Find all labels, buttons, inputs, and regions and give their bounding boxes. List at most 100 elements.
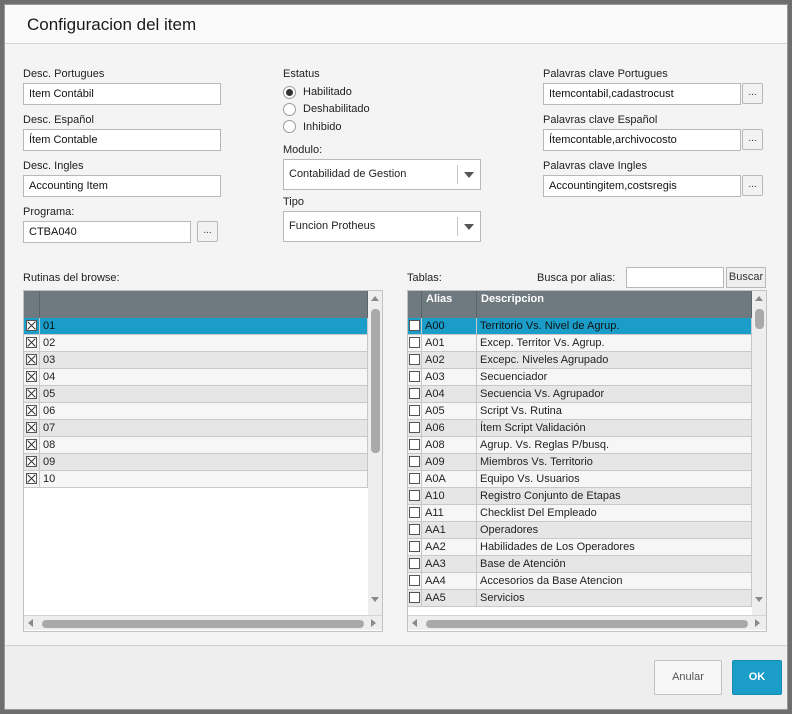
routine-checkbox[interactable] (26, 473, 37, 484)
table-row[interactable]: A11 Checklist Del Empleado (408, 505, 752, 522)
table-row[interactable]: AA2 Habilidades de Los Operadores (408, 539, 752, 556)
keywords-portugues-lookup-button[interactable]: ... (742, 83, 763, 104)
routine-row[interactable]: 10 (24, 471, 368, 488)
table-checkbox[interactable] (409, 473, 420, 484)
routine-row[interactable]: 03 (24, 352, 368, 369)
keywords-portugues-input[interactable]: Itemcontabil,cadastrocust (543, 83, 741, 105)
tables-vertical-scrollbar[interactable] (752, 291, 766, 615)
scroll-up-icon[interactable] (755, 296, 763, 301)
table-checkbox[interactable] (409, 439, 420, 450)
table-row[interactable]: AA3 Base de Atención (408, 556, 752, 573)
modulo-select[interactable]: Contabilidad de Gestion (283, 159, 481, 190)
scroll-down-icon[interactable] (371, 597, 379, 602)
tables-description-column-header[interactable]: Descripcion (477, 291, 752, 318)
table-checkbox[interactable] (409, 507, 420, 518)
table-row[interactable]: AA1 Operadores (408, 522, 752, 539)
table-checkbox[interactable] (409, 422, 420, 433)
routine-row[interactable]: 07 (24, 420, 368, 437)
scroll-down-icon[interactable] (755, 597, 763, 602)
tables-vscroll-thumb[interactable] (755, 309, 764, 329)
table-row[interactable]: A03 Secuenciador (408, 369, 752, 386)
keywords-ingles-lookup-button[interactable]: ... (742, 175, 763, 196)
routine-checkbox[interactable] (26, 354, 37, 365)
routine-checkbox[interactable] (26, 320, 37, 331)
table-check-cell (408, 522, 422, 538)
routine-row[interactable]: 06 (24, 403, 368, 420)
table-checkbox[interactable] (409, 388, 420, 399)
programa-lookup-button[interactable]: ... (197, 221, 218, 242)
routine-checkbox[interactable] (26, 456, 37, 467)
table-row[interactable]: A08 Agrup. Vs. Reglas P/busq. (408, 437, 752, 454)
modulo-label: Modulo: (283, 144, 323, 156)
table-checkbox[interactable] (409, 320, 420, 331)
table-row[interactable]: A04 Secuencia Vs. Agrupador (408, 386, 752, 403)
table-alias-cell: AA5 (422, 590, 477, 606)
table-checkbox[interactable] (409, 337, 420, 348)
keywords-espanol-lookup-button[interactable]: ... (742, 129, 763, 150)
routine-checkbox[interactable] (26, 388, 37, 399)
table-checkbox[interactable] (409, 592, 420, 603)
keywords-espanol-input[interactable]: Ítemcontable,archivocosto (543, 129, 741, 151)
routine-value-cell: 02 (40, 335, 368, 351)
table-row[interactable]: A10 Registro Conjunto de Etapas (408, 488, 752, 505)
table-checkbox[interactable] (409, 575, 420, 586)
table-checkbox[interactable] (409, 541, 420, 552)
table-row[interactable]: A06 Ítem Script Validación (408, 420, 752, 437)
table-checkbox[interactable] (409, 456, 420, 467)
scroll-right-icon[interactable] (755, 619, 760, 627)
desc-espanol-input[interactable]: Ítem Contable (23, 129, 221, 151)
cancel-button[interactable]: Anular (654, 660, 722, 695)
routine-row[interactable]: 01 (24, 318, 368, 335)
status-radio-habilitado[interactable] (283, 86, 296, 99)
desc-ingles-input[interactable]: Accounting Item (23, 175, 221, 197)
routine-checkbox[interactable] (26, 405, 37, 416)
table-row[interactable]: A0A Equipo Vs. Usuarios (408, 471, 752, 488)
ok-button[interactable]: OK (732, 660, 782, 695)
programa-input[interactable]: CTBA040 (23, 221, 191, 243)
table-checkbox[interactable] (409, 405, 420, 416)
desc-portugues-input[interactable]: Item Contábil (23, 83, 221, 105)
search-alias-input[interactable] (626, 267, 724, 288)
routine-row[interactable]: 08 (24, 437, 368, 454)
tipo-select[interactable]: Funcion Protheus (283, 211, 481, 242)
table-row[interactable]: A01 Excep. Territor Vs. Agrup. (408, 335, 752, 352)
table-row[interactable]: A09 Miembros Vs. Territorio (408, 454, 752, 471)
routine-checkbox[interactable] (26, 371, 37, 382)
routine-checkbox[interactable] (26, 337, 37, 348)
tables-hscroll-thumb[interactable] (426, 620, 748, 628)
table-row[interactable]: A02 Excepc. Niveles Agrupado (408, 352, 752, 369)
table-check-cell (408, 352, 422, 368)
table-checkbox[interactable] (409, 490, 420, 501)
status-radio-deshabilitado[interactable] (283, 103, 296, 116)
table-row[interactable]: A05 Script Vs. Rutina (408, 403, 752, 420)
scroll-right-icon[interactable] (371, 619, 376, 627)
routines-vscroll-thumb[interactable] (371, 309, 380, 453)
tables-horizontal-scrollbar[interactable] (408, 615, 766, 630)
table-checkbox[interactable] (409, 524, 420, 535)
scroll-left-icon[interactable] (412, 619, 417, 627)
table-checkbox[interactable] (409, 371, 420, 382)
table-row[interactable]: AA4 Accesorios da Base Atencion (408, 573, 752, 590)
routine-row[interactable]: 09 (24, 454, 368, 471)
scroll-left-icon[interactable] (28, 619, 33, 627)
table-checkbox[interactable] (409, 354, 420, 365)
routine-row[interactable]: 02 (24, 335, 368, 352)
tables-check-column-header[interactable] (408, 291, 422, 318)
routines-value-column-header[interactable] (40, 291, 368, 318)
routine-row[interactable]: 05 (24, 386, 368, 403)
search-button[interactable]: Buscar (726, 267, 766, 288)
routines-horizontal-scrollbar[interactable] (24, 615, 382, 630)
table-checkbox[interactable] (409, 558, 420, 569)
routine-checkbox[interactable] (26, 422, 37, 433)
routines-hscroll-thumb[interactable] (42, 620, 364, 628)
table-row[interactable]: AA5 Servicios (408, 590, 752, 607)
routine-row[interactable]: 04 (24, 369, 368, 386)
scroll-up-icon[interactable] (371, 296, 379, 301)
status-radio-inhibido[interactable] (283, 120, 296, 133)
keywords-ingles-input[interactable]: Accountingitem,costsregis (543, 175, 741, 197)
routines-check-column-header[interactable] (24, 291, 40, 318)
routine-checkbox[interactable] (26, 439, 37, 450)
table-row[interactable]: A00 Territorio Vs. Nivel de Agrup. (408, 318, 752, 335)
routines-vertical-scrollbar[interactable] (368, 291, 382, 615)
tables-alias-column-header[interactable]: Alias (422, 291, 477, 318)
